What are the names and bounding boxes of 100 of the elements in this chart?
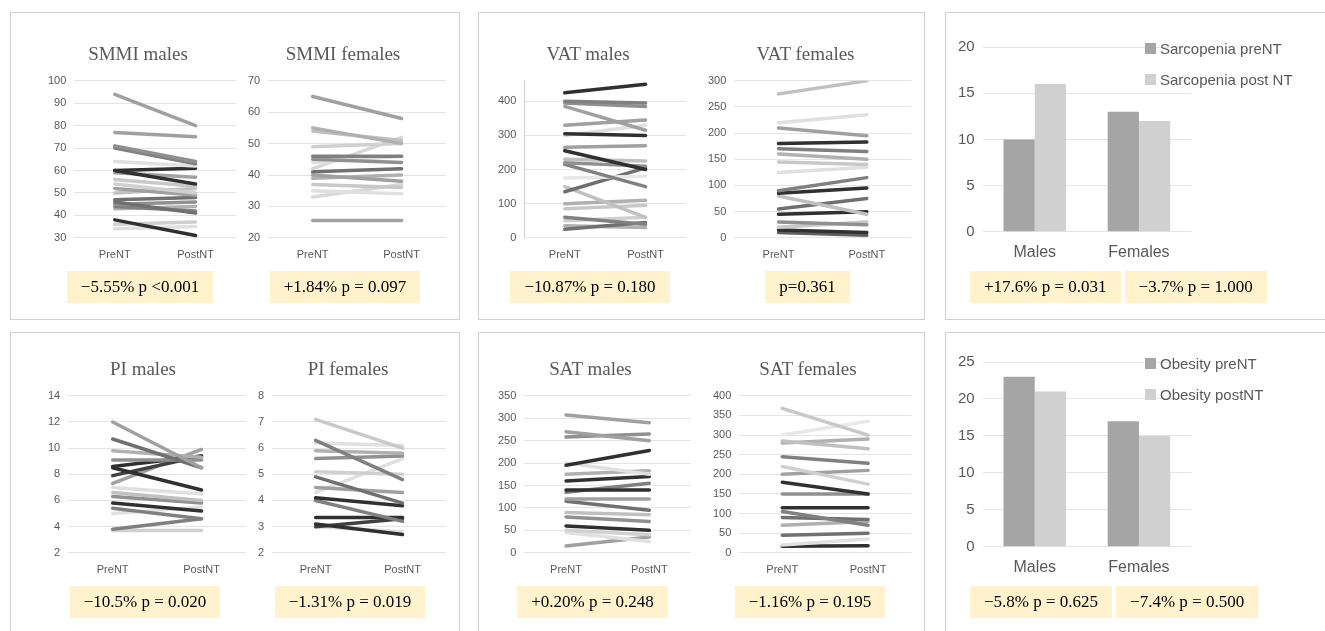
chart-title: VAT females [756, 43, 855, 65]
x-tick-label: PreNT [299, 563, 332, 576]
chart-title: SMMI females [285, 43, 401, 65]
y-tick-label: 250 [497, 433, 517, 446]
y-tick-label: 14 [47, 388, 61, 401]
chart-title: PI females [307, 358, 389, 380]
y-tick-label: 0 [966, 536, 975, 554]
text: −7.4% p = 0.500 [1116, 586, 1259, 618]
x-tick-label: PreNT [96, 563, 129, 576]
y-tick-label: 15 [958, 83, 975, 101]
y-tick-label: 20 [247, 230, 261, 243]
y-tick-label: 50 [719, 526, 732, 539]
y-tick-label: 60 [54, 163, 67, 176]
x-tick-label: PostNT [627, 248, 665, 261]
y-tick-label: 100 [497, 500, 517, 513]
y-tick-label: 10 [958, 463, 975, 481]
y-tick-label: 0 [510, 545, 517, 558]
text: −10.5% p = 0.020 [69, 586, 221, 618]
legend-label: Sarcopenia preNT [1160, 40, 1282, 57]
y-tick-label: 20 [958, 37, 975, 55]
y-tick-label: 90 [54, 96, 67, 109]
y-tick-label: 150 [712, 486, 732, 499]
y-tick-label: 200 [497, 456, 517, 469]
y-tick-label: 300 [497, 128, 517, 141]
text: −1.31% p = 0.019 [274, 586, 426, 618]
text: +0.20% p = 0.248 [517, 586, 668, 618]
y-tick-label: 250 [707, 100, 727, 112]
y-tick-label: 400 [497, 94, 517, 107]
y-tick-label: 30 [54, 230, 67, 243]
y-tick-label: 70 [247, 73, 261, 86]
text: −5.8% p = 0.625 [970, 586, 1113, 618]
chart-title: SAT males [549, 358, 632, 380]
y-tick-label: 0 [720, 230, 727, 243]
y-tick-label: 150 [707, 152, 727, 165]
y-tick-label: 50 [504, 523, 517, 536]
chart-title: SAT females [759, 358, 857, 380]
y-tick-label: 100 [707, 178, 727, 191]
legend-label: Obesity preNT [1160, 355, 1257, 372]
y-tick-label: 300 [707, 73, 727, 86]
y-tick-label: 60 [247, 105, 261, 118]
y-tick-label: 40 [247, 168, 261, 181]
y-tick-label: 350 [497, 388, 517, 401]
x-tick-label: PostNT [384, 563, 422, 576]
text: −5.55% p <0.001 [66, 271, 214, 303]
x-tick-label: Females [1108, 242, 1170, 260]
y-tick-label: 5 [966, 499, 975, 517]
y-tick-label: 2 [54, 545, 61, 558]
y-tick-label: 300 [712, 428, 732, 441]
x-tick-label: PreNT [296, 248, 329, 261]
text: p=0.361 [765, 271, 850, 303]
x-tick-label: PostNT [177, 248, 215, 261]
x-tick-label: PreNT [550, 563, 583, 576]
y-tick-label: 100 [47, 73, 67, 86]
y-tick-label: 100 [712, 506, 732, 519]
x-tick-label: PostNT [383, 248, 421, 261]
text: −10.87% p = 0.180 [510, 271, 670, 303]
y-tick-label: 4 [54, 519, 61, 532]
y-tick-label: 50 [247, 136, 261, 149]
y-tick-label: 250 [712, 447, 732, 460]
y-tick-label: 10 [47, 441, 61, 454]
x-tick-label: PreNT [762, 248, 795, 261]
y-tick-label: 200 [707, 126, 727, 139]
x-tick-label: Males [1013, 557, 1057, 575]
x-tick-label: Males [1013, 242, 1057, 260]
x-tick-label: PreNT [766, 563, 799, 576]
y-tick-label: 20 [958, 389, 975, 407]
y-tick-label: 40 [54, 208, 67, 221]
legend-label: Sarcopenia post NT [1160, 71, 1293, 88]
text: +17.6% p = 0.031 [970, 271, 1121, 303]
y-tick-label: 300 [497, 411, 517, 424]
y-tick-label: 80 [54, 118, 67, 131]
y-tick-label: 25 [958, 352, 975, 370]
y-tick-label: 50 [54, 185, 67, 198]
y-tick-label: 70 [54, 141, 67, 154]
y-tick-label: 200 [712, 467, 732, 480]
y-tick-label: 2 [257, 545, 265, 558]
chart-title: SMMI males [88, 43, 188, 65]
y-tick-label: 8 [54, 467, 61, 480]
y-tick-label: 10 [958, 129, 975, 147]
y-tick-label: 12 [47, 415, 61, 427]
text: −3.7% p = 1.000 [1124, 271, 1267, 303]
text: −1.16% p = 0.195 [734, 586, 886, 618]
x-tick-label: Females [1108, 557, 1170, 575]
y-tick-label: 150 [497, 478, 517, 491]
y-tick-label: 400 [712, 388, 732, 401]
x-tick-label: PostNT [630, 563, 668, 576]
y-tick-label: 7 [257, 415, 265, 427]
y-tick-label: 5 [257, 467, 265, 480]
x-tick-label: PostNT [849, 563, 887, 576]
x-tick-label: PostNT [848, 248, 886, 261]
y-tick-label: 8 [257, 388, 265, 401]
chart-title: PI males [110, 358, 176, 380]
x-tick-label: PreNT [98, 248, 131, 261]
y-tick-label: 6 [54, 493, 61, 506]
y-tick-label: 15 [958, 426, 975, 444]
y-tick-label: 0 [725, 545, 732, 558]
y-tick-label: 4 [257, 493, 265, 506]
text: +1.84% p = 0.097 [269, 271, 421, 303]
y-tick-label: 0 [510, 230, 517, 243]
y-tick-label: 30 [247, 199, 261, 212]
